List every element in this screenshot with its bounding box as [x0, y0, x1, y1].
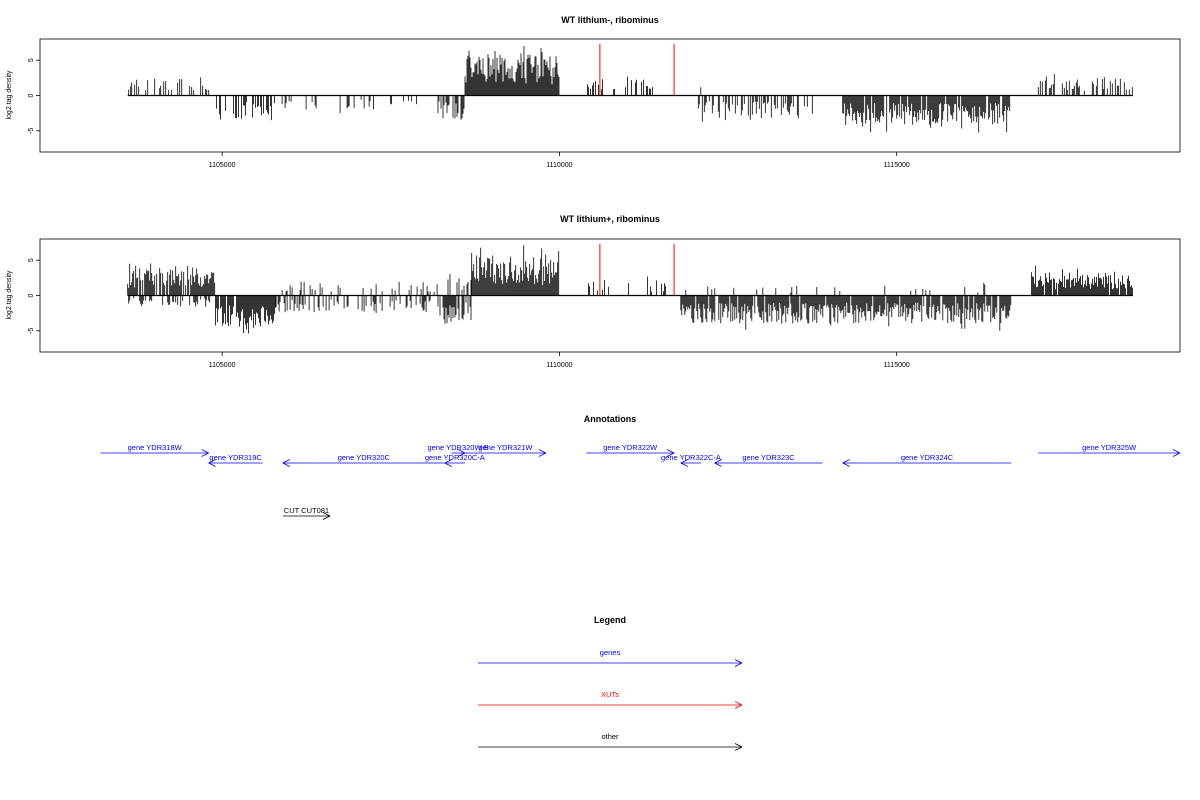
panel-title: WT lithium+, ribominus	[560, 214, 660, 224]
x-axis: 1105000 1110000 1115000	[209, 152, 910, 169]
legend-label: other	[601, 732, 619, 741]
x-tick-label: 1115000	[884, 362, 910, 369]
y-axis-label: log2 tag density	[6, 270, 13, 320]
cut-label: CUT CUT081	[284, 506, 329, 515]
gene-feature: gene YDR322W	[586, 443, 675, 457]
gene-label: gene YDR323C	[742, 453, 795, 462]
other-feature-arrows: CUT CUT081	[282, 506, 331, 520]
y-axis-label: log2 tag density	[6, 70, 13, 120]
gene-label: gene YDR324C	[901, 453, 954, 462]
gene-feature: gene YDR320C-A	[425, 453, 485, 467]
legend-items: genes XUTs other	[478, 648, 743, 751]
legend-item-xuts: XUTs	[478, 690, 743, 709]
legend: Legend genes XUTs other	[478, 615, 743, 751]
legend-title: Legend	[594, 615, 626, 625]
gene-label: gene YDR322C-A	[661, 453, 721, 462]
gene-label: gene YDR320C	[338, 453, 391, 462]
gene-feature: gene YDR323C	[714, 453, 823, 467]
x-tick-label: 1110000	[546, 362, 572, 369]
x-tick-label: 1105000	[209, 362, 236, 369]
annotations-title: Annotations	[584, 414, 637, 424]
gene-feature: gene YDR319C	[208, 453, 263, 467]
gene-feature: gene YDR320C	[282, 453, 445, 467]
y-tick-label: 0	[28, 93, 35, 97]
gene-label: gene YDR320C-A	[425, 453, 485, 462]
gene-feature: gene YDR322C-A	[661, 453, 721, 467]
y-tick-label: -5	[28, 128, 35, 134]
gene-label: gene YDR321W	[478, 443, 533, 452]
legend-item-other: other	[478, 732, 743, 751]
gene-arrows: gene YDR318W gene YDR319C gene YDR320C gene…	[100, 443, 1181, 467]
coverage-panel-lithium-minus: WT lithium-, ribominus -5 0 5 1105000 11100…	[6, 15, 1181, 169]
coverage-bars	[127, 243, 1133, 334]
legend-label: genes	[600, 648, 621, 657]
y-tick-label: -5	[28, 328, 35, 334]
y-tick-label: 5	[28, 258, 35, 262]
coverage-panel-lithium-plus: WT lithium+, ribominus -5 0 5 1105000 11100…	[6, 214, 1181, 369]
y-axis: -5 0 5	[28, 58, 40, 134]
x-tick-label: 1110000	[546, 162, 572, 169]
gene-feature: gene YDR325W	[1038, 443, 1181, 457]
gene-label: gene YDR319C	[209, 453, 262, 462]
y-tick-label: 5	[28, 58, 35, 62]
legend-item-genes: genes	[478, 648, 743, 667]
panel-title: WT lithium-, ribominus	[561, 15, 659, 25]
x-tick-label: 1105000	[209, 162, 236, 169]
gene-label: gene YDR322W	[603, 443, 658, 452]
gene-feature: gene YDR318W	[100, 443, 209, 457]
coverage-bars	[127, 43, 1133, 133]
gene-label: gene YDR318W	[128, 443, 183, 452]
gene-feature: gene YDR321W	[464, 443, 547, 457]
gene-feature: gene YDR320W-B	[428, 443, 489, 457]
gene-label: gene YDR325W	[1082, 443, 1137, 452]
legend-label: XUTs	[601, 690, 619, 699]
y-tick-label: 0	[28, 293, 35, 297]
gene-feature: gene YDR324C	[842, 453, 1012, 467]
gene-label: gene YDR320W-B	[428, 443, 489, 452]
cut-feature: CUT CUT081	[282, 506, 331, 520]
y-axis: -5 0 5	[28, 258, 40, 334]
x-tick-label: 1115000	[884, 162, 910, 169]
x-axis: 1105000 1110000 1115000	[209, 352, 910, 369]
